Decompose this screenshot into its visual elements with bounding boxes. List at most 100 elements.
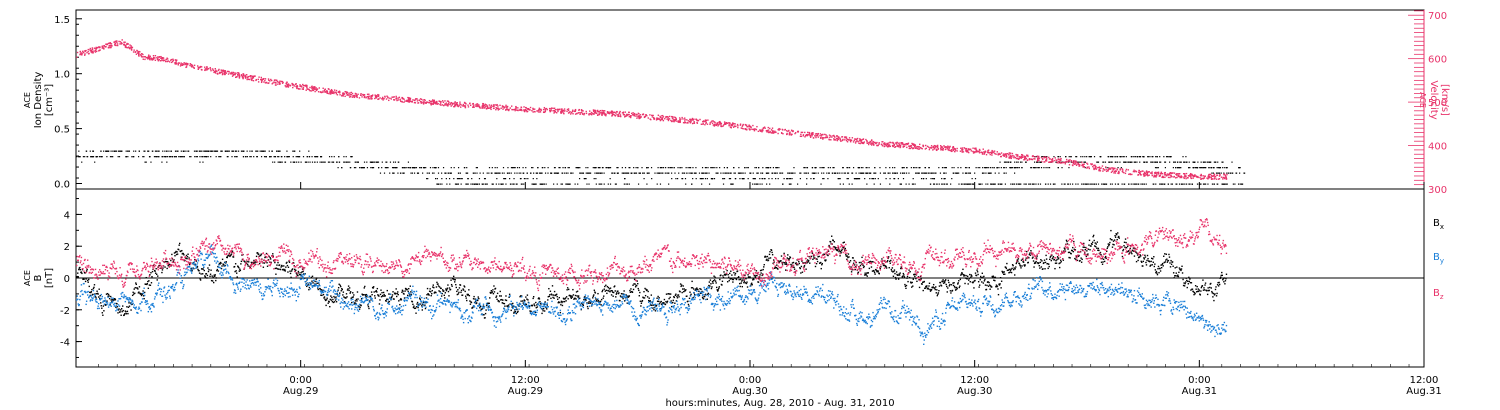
velocity-point <box>962 151 965 153</box>
velocity-point <box>224 71 227 74</box>
bx-point <box>240 263 242 265</box>
velocity-point <box>375 97 378 99</box>
velocity-point <box>1138 171 1140 174</box>
velocity-point <box>612 113 615 115</box>
bx-point <box>139 292 141 295</box>
velocity-point <box>994 152 996 155</box>
velocity-point <box>934 146 936 148</box>
velocity-point <box>770 129 773 131</box>
velocity-point <box>350 93 352 96</box>
velocity-point <box>728 124 730 126</box>
velocity-point <box>217 73 219 75</box>
bx-point <box>217 270 220 272</box>
ion-density-point <box>583 178 585 180</box>
velocity-point <box>386 96 389 98</box>
ion-density-point <box>166 156 169 158</box>
velocity-point <box>837 136 840 139</box>
velocity-point <box>501 105 504 107</box>
ion-density-point <box>807 172 810 174</box>
velocity-point <box>622 113 625 116</box>
velocity-point <box>1045 159 1047 162</box>
velocity-point <box>886 143 889 146</box>
ion-density-point <box>314 161 316 163</box>
bx-point <box>157 266 159 268</box>
velocity-point <box>970 150 973 152</box>
ion-density-point <box>112 156 114 158</box>
ion-density-point <box>867 172 869 174</box>
velocity-point <box>300 85 303 88</box>
velocity-point <box>250 78 253 81</box>
ion-density-point <box>749 172 751 174</box>
velocity-point <box>788 134 791 136</box>
ion-density-point <box>997 183 999 185</box>
ion-density-point <box>923 178 925 180</box>
ion-density-point <box>411 172 414 174</box>
velocity-point <box>130 45 132 47</box>
velocity-point <box>116 41 118 43</box>
velocity-point <box>144 56 146 58</box>
velocity-point <box>494 104 496 106</box>
velocity-point <box>968 149 970 151</box>
ion-density-point <box>690 172 692 174</box>
velocity-point <box>1012 154 1014 157</box>
velocity-point <box>572 109 574 111</box>
velocity-point <box>927 146 930 148</box>
velocity-point <box>1088 167 1090 170</box>
bx-point <box>81 272 83 275</box>
velocity-point <box>113 41 115 43</box>
velocity-point <box>486 106 489 108</box>
velocity-point <box>263 77 265 80</box>
velocity-point <box>717 122 719 124</box>
ion-density-point <box>1218 172 1220 174</box>
velocity-point <box>432 103 434 105</box>
velocity-point <box>984 150 987 152</box>
velocity-point <box>742 128 744 130</box>
ion-density-point <box>855 172 857 174</box>
velocity-point <box>784 129 786 131</box>
ion-density-point <box>235 156 237 158</box>
velocity-point <box>1104 169 1106 171</box>
ion-density-point <box>1064 183 1066 185</box>
velocity-point <box>381 96 384 99</box>
bx-point <box>95 297 97 299</box>
velocity-point <box>870 143 872 145</box>
ion-density-point <box>1014 167 1017 169</box>
velocity-point <box>260 78 263 80</box>
velocity-point <box>331 90 333 92</box>
ion-density-point <box>234 156 236 158</box>
velocity-point <box>1036 155 1038 157</box>
velocity-point <box>374 95 377 98</box>
velocity-point <box>628 113 630 116</box>
ion-density-point <box>555 172 557 174</box>
ion-density-point <box>939 172 942 174</box>
velocity-point <box>549 110 552 112</box>
velocity-point <box>95 47 98 49</box>
ion-density-point <box>772 167 775 169</box>
ion-density-point <box>989 167 991 169</box>
velocity-point <box>661 115 663 117</box>
velocity-point <box>1218 175 1221 177</box>
ion-density-point <box>1215 161 1217 163</box>
ion-density-point <box>1025 183 1027 185</box>
velocity-point <box>754 128 757 130</box>
ion-density-point <box>1123 161 1125 163</box>
velocity-point <box>954 148 956 150</box>
velocity-point <box>866 140 868 143</box>
velocity-point <box>1086 167 1088 169</box>
ion-density-point <box>442 167 445 169</box>
velocity-point <box>651 114 653 117</box>
ion-density-point <box>375 161 377 163</box>
top-right-ylabel: ACE Velocity [km/s] <box>1418 80 1450 119</box>
velocity-point <box>1215 178 1218 180</box>
velocity-point <box>557 110 559 113</box>
velocity-point <box>304 84 307 87</box>
ion-density-point <box>712 167 714 169</box>
velocity-point <box>1099 168 1101 170</box>
velocity-point <box>926 145 929 148</box>
velocity-point <box>1178 172 1181 175</box>
velocity-point <box>525 106 527 109</box>
ion-density-point <box>402 172 404 174</box>
velocity-point <box>292 83 294 85</box>
velocity-point <box>135 53 138 55</box>
velocity-point <box>1024 158 1026 161</box>
